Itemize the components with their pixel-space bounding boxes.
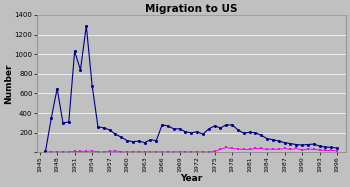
- Y-axis label: Number: Number: [4, 63, 13, 104]
- Title: Migration to US: Migration to US: [145, 4, 238, 14]
- X-axis label: Year: Year: [180, 174, 202, 183]
